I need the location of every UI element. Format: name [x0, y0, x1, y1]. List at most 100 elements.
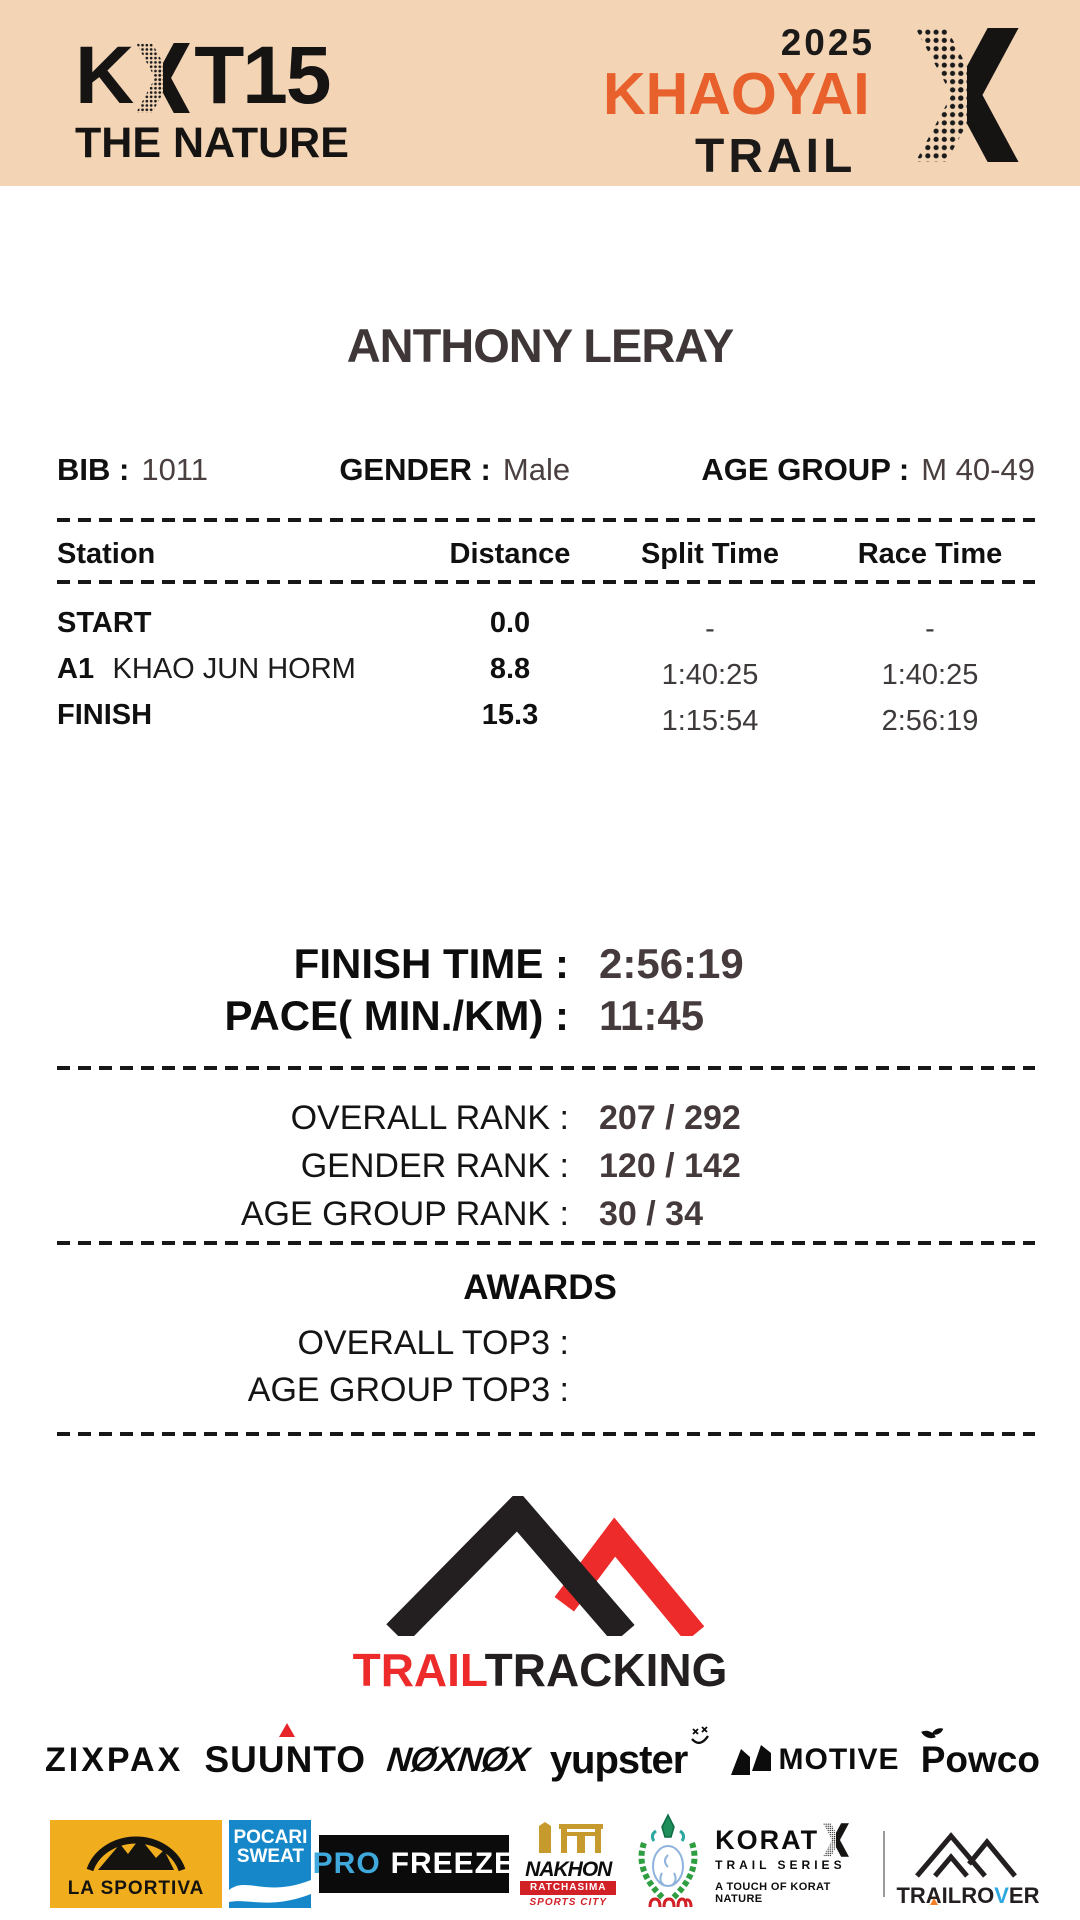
pace-value: 11:45 — [599, 992, 705, 1039]
korat-word: KORAT — [715, 1825, 820, 1855]
table-row: A1 KHAO JUN HORM 8.8 1:40:25 1:40:25 — [57, 646, 1035, 692]
pocari-line1: POCARI — [233, 1827, 308, 1848]
col-split-time: Split Time — [640, 537, 780, 570]
gender-field: GENDER : Male — [339, 452, 570, 488]
pace-row: PACE( MIN./KM) : 11:45 — [57, 990, 1035, 1042]
event-year: 2025 — [780, 22, 875, 63]
divider-dashed — [57, 580, 1035, 584]
divider-dashed — [57, 1241, 1035, 1245]
event-logo-khaoyai-trail: 2025 KHAOYAI TRAIL — [597, 16, 1043, 183]
distance-cell: 8.8 — [489, 652, 531, 685]
overall-rank-value: 207 / 292 — [599, 1099, 741, 1137]
divider-dashed — [57, 1066, 1035, 1070]
age-group-value: M 40-49 — [921, 452, 1035, 487]
event-code: K T15 — [75, 34, 349, 118]
sports-authority-crest — [628, 1811, 708, 1918]
gender-rank-row: GENDER RANK : 120 / 142 — [57, 1142, 1035, 1190]
event-type: TRAIL — [695, 130, 857, 183]
pocari-sweat-logo: POCARI SWEAT — [229, 1820, 312, 1908]
event-code-t15: T15 — [194, 30, 331, 121]
race-time-cell: - — [925, 612, 935, 645]
trailrover-logo: TRAILROVER — [892, 1822, 1044, 1907]
la-sportiva-logo: LA SPORTIVA — [50, 1820, 222, 1908]
station-code: A1 — [57, 652, 95, 685]
pocari-wave-icon — [229, 1880, 312, 1903]
ranks-block: OVERALL RANK : 207 / 292 GENDER RANK : 1… — [57, 1094, 1035, 1238]
age-group-top3-value — [599, 1367, 1035, 1414]
la-sportiva-wordmark: LA SPORTIVA — [68, 1878, 205, 1899]
overall-top3-label: OVERALL TOP3 : — [297, 1324, 569, 1362]
trailrover-part-a: A — [925, 1882, 942, 1908]
age-group-field: AGE GROUP : M 40-49 — [701, 452, 1035, 488]
divider-dashed — [57, 1432, 1035, 1436]
mountain-outline-icon — [915, 1831, 1017, 1878]
suunto-logo: SUUNTO — [204, 1723, 367, 1781]
overall-rank-row: OVERALL RANK : 207 / 292 — [57, 1094, 1035, 1142]
nakhon-word: NAKHON — [525, 1857, 612, 1881]
suunto-wordmark: SUUNTO — [204, 1739, 367, 1780]
age-group-rank-row: AGE GROUP RANK : 30 / 34 — [57, 1190, 1035, 1238]
yupster-wordmark: yupster — [549, 1737, 688, 1782]
pace-label: PACE( MIN./KM) : — [224, 992, 569, 1039]
sponsor-row-1: ZIXPAX SUUNTO NØXNØX yupster MOTIVE Powc… — [45, 1722, 1040, 1798]
halftone-x-icon — [136, 43, 191, 113]
finish-time-row: FINISH TIME : 2:56:19 — [57, 938, 1035, 990]
bib-field: BIB : 1011 — [57, 452, 208, 488]
age-group-rank-label: AGE GROUP RANK : — [240, 1195, 569, 1233]
distance-cell: 15.3 — [481, 698, 539, 731]
overall-top3-row: OVERALL TOP3 : — [57, 1320, 1035, 1367]
korat-top-row: KORAT — [715, 1823, 850, 1857]
table-body: START 0.0 - - A1 KHAO JUN HORM 8.8 1:40:… — [57, 600, 1035, 738]
split-time-cell: 1:15:54 — [661, 704, 759, 737]
trailtracking-logo: TRAILTRACKING — [0, 1490, 1080, 1697]
event-name: KHAOYAI — [603, 61, 870, 127]
trailrover-part-er: ER — [1008, 1882, 1040, 1908]
age-group-top3-row: AGE GROUP TOP3 : — [57, 1367, 1035, 1414]
overall-top3-value — [599, 1320, 1035, 1367]
gender-rank-value: 120 / 142 — [599, 1147, 741, 1185]
station-name: KHAO JUN HORM — [112, 652, 356, 685]
age-group-rank-value: 30 / 34 — [599, 1195, 703, 1233]
race-time-cell: 1:40:25 — [881, 658, 979, 691]
halftone-x-icon — [915, 28, 1019, 162]
korat-trail-series-logo: KORAT TRAIL SERIES A TOUCH OF KORAT NATU… — [715, 1823, 875, 1905]
table-row: FINISH 15.3 1:15:54 2:56:19 — [57, 692, 1035, 738]
table-row: START 0.0 - - — [57, 600, 1035, 646]
trail-series-word: TRAIL SERIES — [715, 1858, 846, 1872]
event-logo-kxt15: K T15 THE NATURE — [75, 34, 349, 167]
sponsor-row-2: LA SPORTIVA POCARI SWEAT PRO FREEZE NAKH… — [50, 1810, 1044, 1918]
overall-rank-label: OVERALL RANK : — [290, 1099, 569, 1137]
runner-name: ANTHONY LERAY — [346, 319, 735, 372]
age-group-label: AGE GROUP : — [701, 452, 910, 487]
halftone-x-icon — [823, 1823, 850, 1857]
smiley-icon — [691, 1725, 710, 1744]
pro-freeze-logo: PRO FREEZE — [313, 1835, 514, 1893]
col-distance: Distance — [449, 537, 571, 570]
age-group-top3-label: AGE GROUP TOP3 : — [247, 1371, 569, 1409]
split-time-cell: 1:40:25 — [661, 658, 759, 691]
finish-time-label: FINISH TIME : — [293, 940, 569, 987]
motive-mark-icon — [730, 1745, 771, 1775]
station-code: START — [57, 606, 152, 639]
pocari-line2: SWEAT — [236, 1846, 305, 1867]
event-subtitle: THE NATURE — [75, 119, 349, 167]
nakhon-ratchasima-logo: NAKHON RATCHASIMA SPORTS CITY — [516, 1820, 620, 1909]
zixpax-logo: ZIXPAX — [45, 1740, 184, 1779]
gate-statue-icon — [539, 1821, 604, 1853]
split-time-cell: - — [705, 612, 715, 645]
awards-block: OVERALL TOP3 : AGE GROUP TOP3 : — [57, 1320, 1035, 1414]
awards-title: AWARDS — [463, 1268, 617, 1307]
distance-cell: 0.0 — [489, 606, 531, 639]
trailrover-part-v: V — [994, 1882, 1009, 1908]
powco-logo: Powco — [921, 1725, 1040, 1781]
korat-tagline: A TOUCH OF KORAT NATURE — [715, 1881, 831, 1905]
bib-label: BIB : — [57, 452, 130, 487]
trail-word: TRAIL — [352, 1644, 485, 1696]
trailrover-part-tr: TR — [896, 1882, 926, 1908]
motive-logo: MOTIVE — [729, 1743, 900, 1777]
finish-time-value: 2:56:19 — [599, 940, 744, 987]
la-sportiva-art: LA SPORTIVA — [68, 1836, 205, 1899]
trailrover-wordmark: TRAILROVER — [892, 1882, 1044, 1908]
gender-rank-label: GENDER RANK : — [300, 1147, 569, 1185]
ratchasima-word: RATCHASIMA — [520, 1880, 617, 1895]
